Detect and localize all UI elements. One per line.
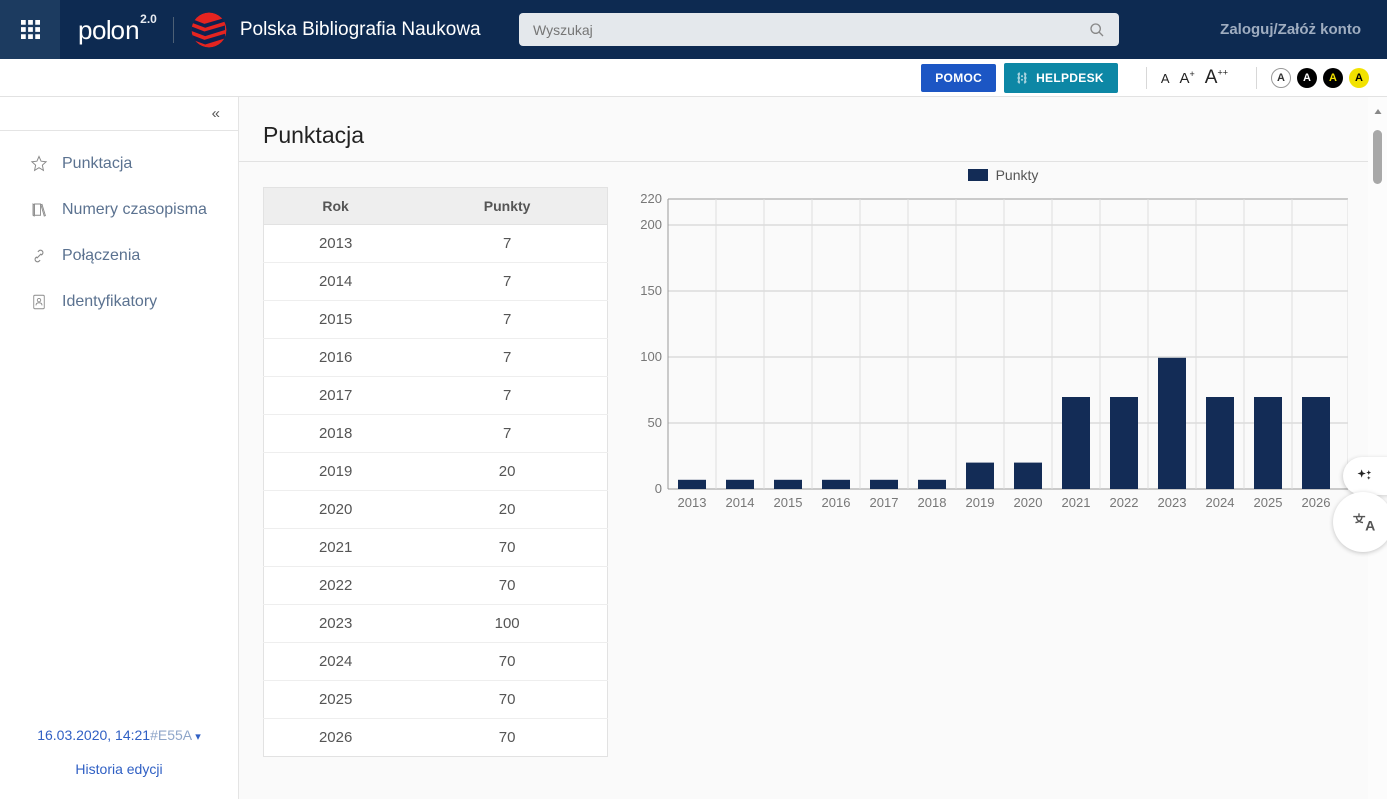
svg-text:2024: 2024 <box>1206 495 1235 510</box>
svg-text:2023: 2023 <box>1158 495 1187 510</box>
svg-text:2025: 2025 <box>1254 495 1283 510</box>
svg-text:100: 100 <box>640 349 662 364</box>
svg-text:2026: 2026 <box>1302 495 1331 510</box>
svg-text:2017: 2017 <box>870 495 899 510</box>
svg-text:A: A <box>1365 518 1375 534</box>
svg-text:2020: 2020 <box>1014 495 1043 510</box>
svg-text:2013: 2013 <box>678 495 707 510</box>
svg-text:0: 0 <box>655 481 662 496</box>
svg-text:50: 50 <box>648 415 662 430</box>
svg-text:150: 150 <box>640 283 662 298</box>
svg-text:200: 200 <box>640 217 662 232</box>
svg-text:2015: 2015 <box>774 495 803 510</box>
svg-text:2022: 2022 <box>1110 495 1139 510</box>
svg-text:220: 220 <box>640 191 662 206</box>
svg-text:2014: 2014 <box>726 495 755 510</box>
svg-text:2016: 2016 <box>822 495 851 510</box>
svg-text:2019: 2019 <box>966 495 995 510</box>
svg-text:2018: 2018 <box>918 495 947 510</box>
svg-text:2021: 2021 <box>1062 495 1091 510</box>
